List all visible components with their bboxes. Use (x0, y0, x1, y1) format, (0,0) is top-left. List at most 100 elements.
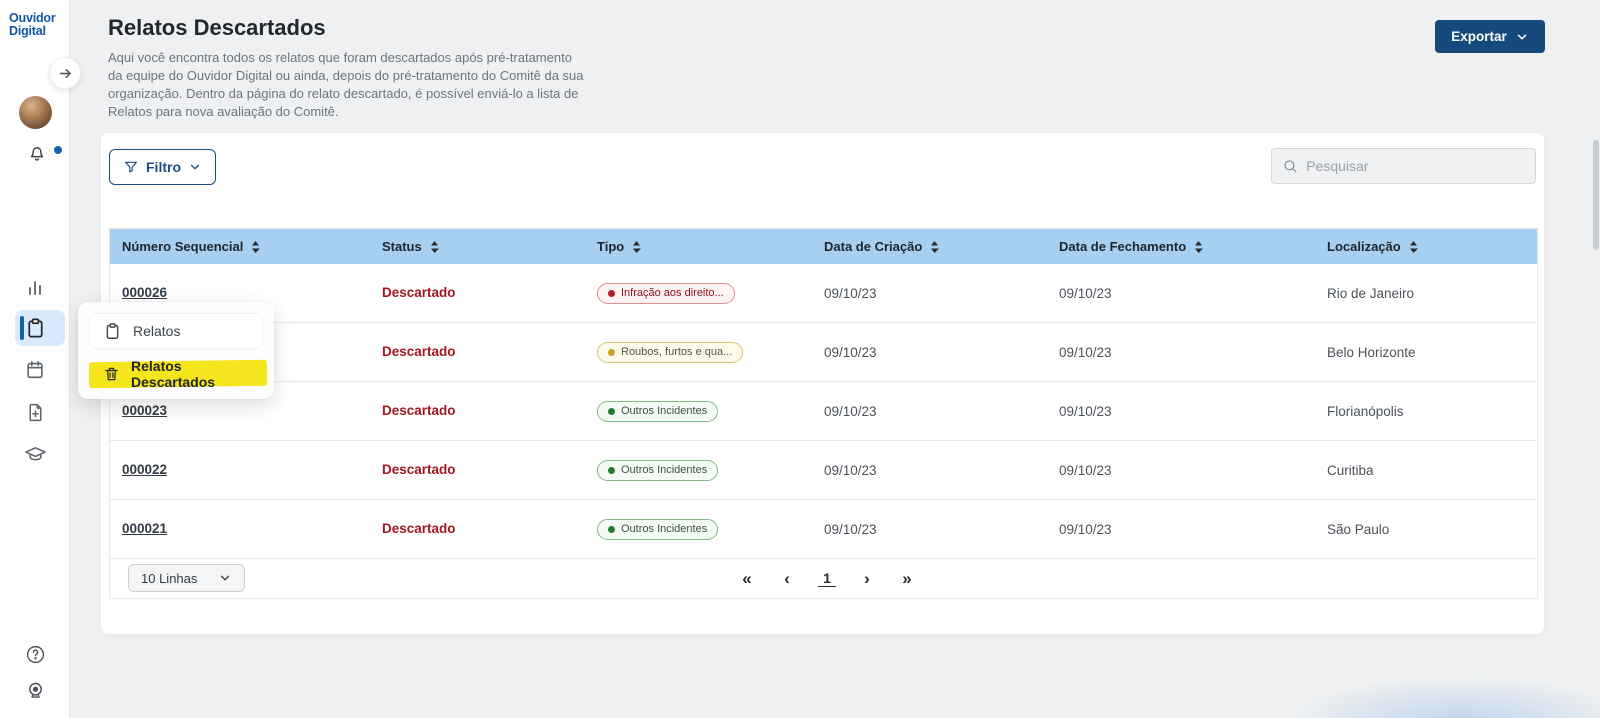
clipboard-icon (106, 322, 119, 339)
chevron-down-icon (1517, 33, 1527, 40)
report-number-link[interactable]: 000026 (122, 285, 168, 300)
trash-icon (105, 367, 118, 381)
sort-icon[interactable] (930, 240, 940, 254)
sort-icon[interactable] (1409, 240, 1418, 254)
created-date: 09/10/23 (824, 285, 877, 301)
notification-dot (54, 146, 62, 154)
created-date: 09/10/23 (824, 403, 877, 419)
type-badge: Outros Incidentes (597, 459, 719, 481)
filter-label: Filtro (146, 159, 181, 175)
scrollbar-thumb[interactable] (1593, 140, 1599, 250)
sidebar-item-help[interactable] (25, 644, 46, 670)
last-page-button[interactable]: » (898, 569, 916, 589)
next-page-button[interactable]: › (858, 569, 876, 589)
avatar[interactable] (19, 96, 52, 129)
table-row: 000021 Descartado Outros Incidentes 09/1… (110, 500, 1537, 559)
chevron-down-icon (220, 575, 230, 581)
pagination: « ‹ 1 › » (738, 559, 916, 598)
brand-logo: Ouvidor Digital (9, 12, 67, 38)
closed-date: 09/10/23 (1059, 521, 1112, 537)
export-button[interactable]: Exportar (1435, 20, 1545, 53)
filter-icon (125, 161, 137, 173)
rows-per-page-select[interactable]: 10 Linhas (128, 564, 245, 592)
sort-icon[interactable] (430, 240, 439, 254)
sidebar-item-statistics[interactable] (0, 268, 70, 304)
file-plus-icon (29, 403, 41, 421)
corner-glow (1290, 676, 1600, 718)
closed-date: 09/10/23 (1059, 285, 1112, 301)
badge-dot (608, 348, 615, 356)
search-box (1271, 148, 1536, 184)
sidebar-item-training[interactable] (0, 436, 70, 472)
page-description: Aqui você encontra todos os relatos que … (108, 50, 584, 119)
webcam-icon (29, 682, 42, 698)
location: Florianópolis (1327, 403, 1404, 419)
brand-logo-line2: Digital (9, 24, 46, 38)
export-label: Exportar (1451, 29, 1507, 44)
first-page-button[interactable]: « (738, 569, 756, 589)
page-title: Relatos Descartados (108, 15, 326, 40)
bell-icon (30, 147, 44, 161)
help-icon (26, 645, 45, 664)
notifications[interactable] (26, 140, 66, 164)
sidebar-item-support[interactable] (25, 680, 46, 706)
table-row: 000026 Descartado Infração aos direito..… (110, 264, 1537, 323)
search-input[interactable] (1306, 158, 1525, 174)
sidebar-item-new-document[interactable] (0, 394, 70, 430)
status-label: Descartado (382, 462, 456, 477)
sort-icon[interactable] (1194, 240, 1204, 254)
content-card: Filtro Número Sequencial Status Tipo Dat… (100, 132, 1545, 635)
sort-icon[interactable] (251, 240, 261, 254)
chevron-down-icon (190, 164, 200, 170)
current-page-button[interactable]: 1 (818, 570, 836, 587)
report-number-link[interactable]: 000021 (122, 521, 168, 536)
filter-button[interactable]: Filtro (109, 149, 216, 185)
type-badge: Outros Incidentes (597, 400, 719, 422)
report-number-link[interactable]: 000022 (122, 462, 168, 477)
created-date: 09/10/23 (824, 462, 877, 478)
col-data-criacao: Data de Criação (824, 239, 923, 254)
graduation-cap-icon (24, 446, 46, 460)
status-label: Descartado (382, 403, 456, 418)
col-localizacao: Localização (1327, 239, 1401, 254)
created-date: 09/10/23 (824, 521, 877, 537)
table-row: 000022 Descartado Outros Incidentes 09/1… (110, 441, 1537, 500)
menu-item-relatos[interactable]: Relatos (90, 314, 262, 348)
status-label: Descartado (382, 285, 456, 300)
menu-item-relatos-descartados[interactable]: Relatos Descartados (88, 357, 268, 391)
badge-dot (608, 525, 615, 533)
closed-date: 09/10/23 (1059, 462, 1112, 478)
col-tipo: Tipo (597, 239, 625, 254)
rows-per-page-value: 10 Linhas (141, 570, 198, 586)
sidebar: Ouvidor Digital (0, 0, 70, 718)
reports-table: Número Sequencial Status Tipo Data de Cr… (109, 228, 1538, 599)
location: Rio de Janeiro (1327, 285, 1415, 301)
table-body: 000026 Descartado Infração aos direito..… (110, 264, 1537, 559)
badge-dot (608, 466, 615, 474)
status-label: Descartado (382, 521, 456, 536)
badge-dot (608, 289, 615, 297)
col-data-fechamento: Data de Fechamento (1059, 239, 1187, 254)
sort-icon[interactable] (632, 240, 642, 254)
prev-page-button[interactable]: ‹ (778, 569, 796, 589)
sidebar-nav (0, 268, 70, 478)
table-header-row: Número Sequencial Status Tipo Data de Cr… (110, 229, 1537, 264)
sidebar-expand-button[interactable] (49, 57, 81, 89)
clipboard-icon (27, 318, 43, 338)
col-numero: Número Sequencial (122, 239, 244, 254)
table-footer: 10 Linhas « ‹ 1 › » (110, 559, 1537, 598)
report-number-link[interactable]: 000023 (122, 403, 168, 418)
location: Curitiba (1327, 462, 1374, 478)
closed-date: 09/10/23 (1059, 403, 1112, 419)
type-badge: Outros Incidentes (597, 518, 719, 540)
sidebar-item-relatos[interactable] (0, 310, 70, 346)
type-badge: Infração aos direito... (597, 282, 735, 304)
sidebar-item-calendar[interactable] (0, 352, 70, 388)
status-label: Descartado (382, 344, 456, 359)
menu-item-label: Relatos (133, 323, 181, 339)
menu-item-label: Relatos Descartados (131, 358, 216, 390)
location: São Paulo (1327, 521, 1390, 537)
table-row: Descartado Roubos, furtos e qua... 09/10… (110, 323, 1537, 382)
location: Belo Horizonte (1327, 344, 1416, 360)
